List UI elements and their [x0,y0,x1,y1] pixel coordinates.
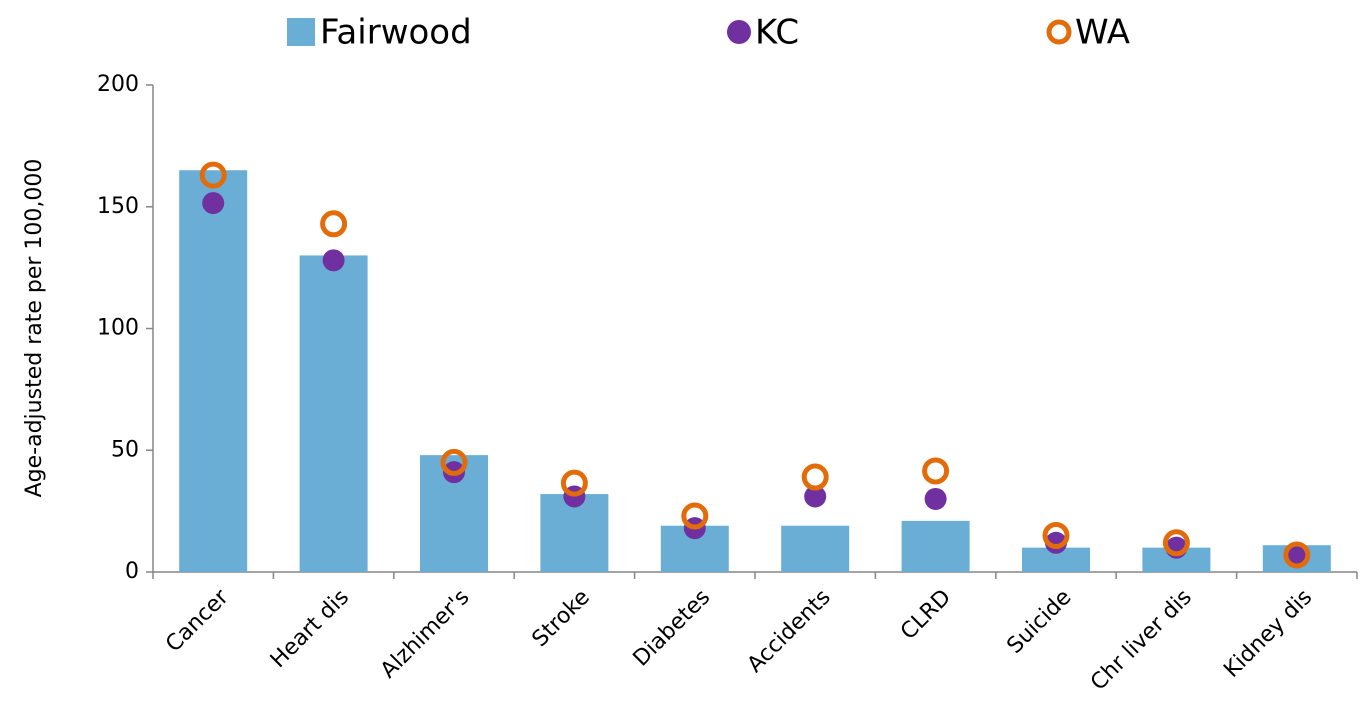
wa-marker [922,457,950,485]
x-tick-label: CLRD [896,585,956,645]
y-tick-label: 200 [97,72,139,97]
legend-label: Fairwood [320,13,472,53]
legend-label: WA [1075,13,1130,53]
x-tick-label: Diabetes [629,585,716,672]
y-axis-label: Age-adjusted rate per 100,000 [22,159,47,498]
bar [781,525,850,572]
bar [901,520,970,572]
x-tick-label: Stroke [528,585,595,652]
kc-marker [202,192,225,215]
y-tick-label: 100 [97,316,139,341]
legend-swatch [287,18,315,46]
wa-marker [440,448,468,476]
wa-marker [560,469,588,497]
wa-marker [801,463,829,491]
kc-marker [924,487,947,510]
bar [299,255,368,572]
wa-marker [1283,541,1311,569]
kc-marker [804,485,827,508]
x-tick-label: Accidents [743,585,836,678]
wa-marker [320,210,348,238]
kc-marker [322,249,345,272]
kc-marker [1285,543,1308,566]
x-tick-label: Kidney dis [1219,585,1317,683]
y-tick-label: 0 [125,559,139,584]
bar [179,170,248,572]
kc-marker [1045,531,1067,554]
x-tick-label: Suicide [1002,585,1076,659]
legend-label: KC [755,13,799,53]
legend-swatch [1046,19,1072,45]
legend-swatch [727,20,751,44]
y-tick-label: 50 [111,437,139,462]
wa-marker [681,502,709,530]
wa-marker [1042,521,1070,549]
wa-marker [1162,529,1190,557]
x-tick-label: Cancer [161,584,234,657]
wa-marker [199,161,227,189]
x-tick-label: Alzhimer's [376,585,474,683]
y-tick-label: 150 [97,194,139,219]
x-tick-label: Heart dis [266,585,354,673]
x-tick-label: Chr liver dis [1086,585,1197,696]
